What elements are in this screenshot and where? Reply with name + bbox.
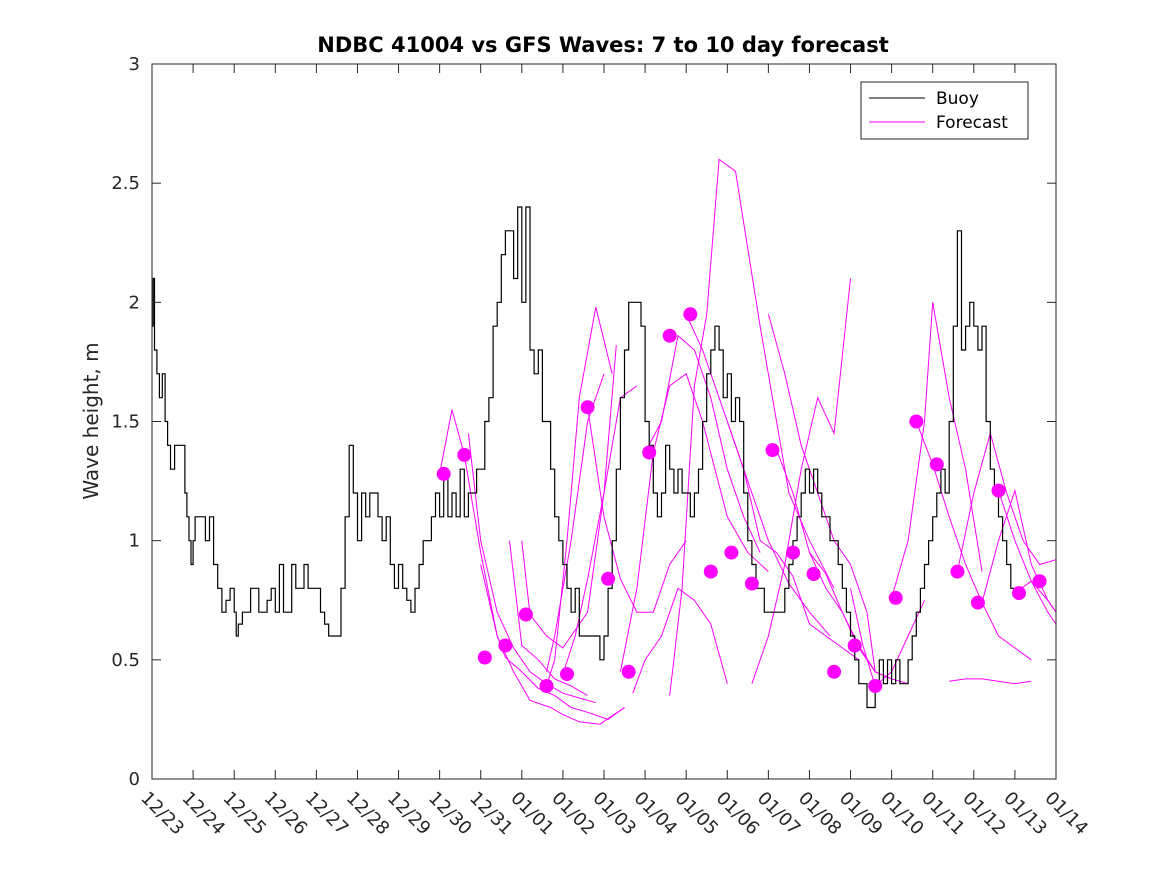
forecast-line-19 — [891, 302, 983, 599]
y-tick-label: 0 — [129, 769, 140, 790]
forecast-line-10 — [619, 372, 769, 672]
plot-area — [152, 158, 1057, 725]
x-tick-label: 01/05 — [671, 788, 723, 840]
x-tick-label: 01/13 — [999, 788, 1051, 840]
y-tick-label: 0.5 — [111, 650, 140, 671]
forecast-line-11 — [644, 334, 761, 553]
x-tick-label: 01/09 — [835, 788, 887, 840]
y-tick-label: 2 — [129, 292, 140, 313]
y-axis-ticks: 0 0.5 1 1.5 2 2.5 3 — [111, 54, 1056, 790]
legend-forecast-label: Forecast — [936, 113, 1008, 133]
x-tick-label: 12/30 — [424, 788, 476, 840]
forecast-marker — [601, 571, 616, 586]
forecast-marker — [662, 328, 677, 343]
x-tick-label: 01/12 — [958, 788, 1010, 840]
x-tick-label: 01/14 — [1040, 788, 1092, 840]
y-tick-label: 3 — [129, 54, 140, 75]
x-tick-label: 01/03 — [588, 788, 640, 840]
forecast-marker — [806, 567, 821, 581]
forecast-line-8 — [562, 385, 638, 675]
x-tick-label: 01/06 — [712, 788, 764, 840]
x-tick-label: 01/10 — [876, 788, 928, 840]
x-tick-label: 01/04 — [630, 788, 682, 840]
x-tick-label: 01/02 — [547, 788, 599, 840]
forecast-line-2 — [467, 433, 596, 704]
x-tick-label: 01/11 — [917, 788, 969, 840]
forecast-marker — [929, 457, 944, 472]
forecast-line-12 — [669, 158, 835, 696]
forecast-marker — [498, 638, 513, 653]
x-tick-label: 01/01 — [506, 788, 558, 840]
forecast-marker — [847, 638, 862, 653]
forecast-marker — [888, 590, 903, 605]
forecast-marker — [724, 545, 739, 560]
forecast-line-15 — [776, 449, 892, 680]
y-axis-label: Wave height, m — [79, 342, 103, 499]
forecast-marker — [539, 679, 554, 693]
x-tick-label: 12/29 — [383, 788, 435, 840]
forecast-marker — [970, 595, 985, 610]
forecast-marker — [765, 443, 780, 458]
x-tick-label: 12/31 — [465, 788, 517, 840]
forecast-line-27 — [632, 587, 728, 694]
x-tick-label: 12/26 — [260, 788, 312, 840]
x-tick-label: 12/23 — [136, 788, 188, 840]
forecast-marker — [1032, 574, 1047, 589]
forecast-marker — [642, 445, 657, 460]
forecast-line-26 — [751, 278, 851, 684]
forecast-line-5 — [521, 345, 617, 649]
forecast-marker — [1012, 586, 1026, 601]
forecast-line-4 — [509, 540, 588, 697]
forecast-markers — [436, 307, 1047, 693]
buoy-line — [152, 206, 1015, 709]
forecast-line-14 — [726, 421, 860, 661]
x-tick-label: 01/07 — [753, 788, 805, 840]
buoy-series — [152, 206, 1015, 709]
forecast-marker — [560, 667, 574, 682]
y-tick-label: 1.5 — [111, 412, 140, 433]
forecast-marker — [580, 400, 595, 415]
forecast-marker — [744, 576, 759, 591]
forecast-marker — [950, 564, 965, 579]
forecast-marker — [477, 650, 492, 665]
legend-buoy-label: Buoy — [936, 89, 979, 109]
forecast-line-6 — [546, 373, 605, 672]
forecast-line-21 — [956, 431, 1057, 572]
x-tick-label: 01/08 — [794, 788, 846, 840]
forecast-line-7 — [546, 306, 613, 687]
forecast-marker — [909, 414, 924, 429]
legend: Buoy Forecast — [860, 81, 1029, 140]
forecast-marker — [457, 447, 472, 462]
y-tick-label: 1 — [129, 531, 140, 552]
forecast-line-24 — [1014, 580, 1057, 613]
forecast-marker — [683, 307, 698, 322]
x-tick-label: 12/28 — [342, 788, 394, 840]
x-tick-label: 12/24 — [178, 788, 230, 840]
forecast-line-13 — [685, 314, 831, 637]
forecast-marker — [991, 483, 1006, 498]
legend-box — [860, 81, 1029, 140]
forecast-series — [439, 158, 1057, 725]
forecast-marker — [436, 466, 451, 481]
x-tick-label: 12/25 — [219, 788, 271, 840]
forecast-marker — [703, 564, 718, 579]
forecast-marker — [827, 664, 842, 679]
forecast-marker — [621, 664, 636, 679]
forecast-line-25 — [949, 678, 1032, 685]
x-tick-label: 12/27 — [301, 788, 353, 840]
forecast-marker — [786, 545, 800, 560]
chart-title: NDBC 41004 vs GFS Waves: 7 to 10 day for… — [317, 33, 888, 57]
forecast-marker — [868, 679, 883, 693]
forecast-line-20 — [915, 421, 1032, 661]
forecast-line-1 — [439, 409, 625, 725]
forecast-marker — [518, 607, 533, 622]
forecast-line-9 — [587, 407, 687, 613]
y-tick-label: 2.5 — [111, 173, 140, 194]
